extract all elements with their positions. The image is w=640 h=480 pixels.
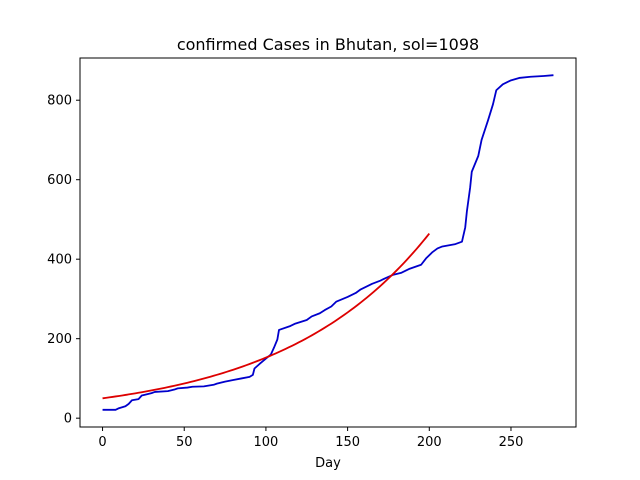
y-tick-label: 0 — [64, 412, 72, 427]
y-axis: 0 200 400 600 800 — [47, 94, 80, 427]
y-tick-label: 400 — [47, 253, 72, 268]
series-line-1 — [102, 74, 554, 411]
x-tick-label: 0 — [98, 435, 106, 450]
series-line-2 — [102, 232, 430, 400]
x-axis-label: Day — [315, 456, 341, 471]
x-tick-label: 200 — [417, 435, 442, 450]
x-tick-label: 50 — [176, 435, 193, 450]
plot-area — [102, 74, 554, 411]
plot-frame — [79, 57, 577, 428]
y-tick-label: 200 — [47, 332, 72, 347]
chart-title: confirmed Cases in Bhutan, sol=1098 — [177, 35, 479, 54]
y-tick-label: 600 — [47, 173, 72, 188]
x-tick-label: 150 — [335, 435, 360, 450]
x-tick-label: 100 — [254, 435, 279, 450]
x-axis: 0 50 100 150 200 250 — [98, 427, 523, 450]
x-tick-label: 250 — [499, 435, 524, 450]
y-tick-label: 800 — [47, 94, 72, 109]
